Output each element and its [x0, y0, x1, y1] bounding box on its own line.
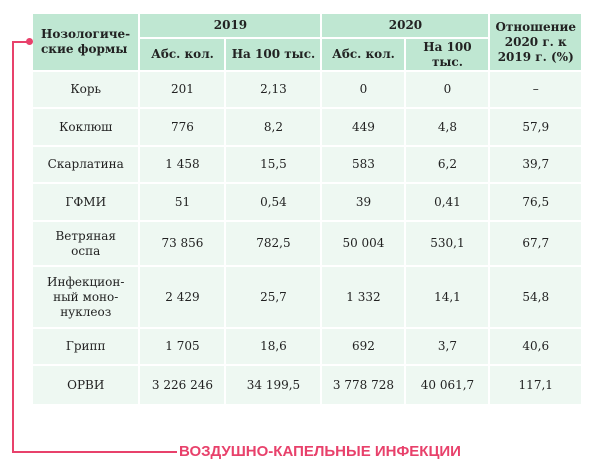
cell-a19: 51 — [140, 184, 225, 220]
header-per100k-2019: На 100 тыс. — [226, 39, 321, 70]
table-row: Коклюш 776 8,2 449 4,8 57,9 — [33, 109, 581, 145]
table-row: ОРВИ 3 226 246 34 199,5 3 778 728 40 061,7 11… — [33, 366, 581, 404]
cell-r: 57,9 — [490, 109, 581, 145]
cell-p20: 0,41 — [406, 184, 489, 220]
cell-p20: 14,1 — [406, 267, 489, 327]
cell-a19: 201 — [140, 72, 225, 107]
cell-a20: 3 778 728 — [322, 366, 405, 404]
cell-r: 117,1 — [490, 366, 581, 404]
table-row: Корь 201 2,13 0 0– — [33, 72, 581, 107]
cell-a20: 583 — [322, 147, 405, 182]
cell-a19: 3 226 246 — [140, 366, 225, 404]
header-2019: 2019 — [140, 14, 321, 37]
cell-r: 67,7 — [490, 222, 581, 265]
cell-name: Инфекцион-ный моно-нуклеоз — [33, 267, 139, 327]
cell-p20: 530,1 — [406, 222, 489, 265]
bracket-line — [12, 41, 28, 43]
table-row: Грипп 1 705 18,6 692 3,7 40,6 — [33, 329, 581, 364]
cell-r: 39,7 — [490, 147, 581, 182]
cell-a19: 776 — [140, 109, 225, 145]
cell-p20: 0 — [406, 72, 489, 107]
cell-r: 40,6 — [490, 329, 581, 364]
cell-a20: 0 — [322, 72, 405, 107]
cell-p19: 18,6 — [226, 329, 321, 364]
cell-name: ГФМИ — [33, 184, 139, 220]
cell-p19: 8,2 — [226, 109, 321, 145]
cell-name: Корь — [33, 72, 139, 107]
header-forms: Нозологиче-ские формы — [33, 14, 139, 70]
cell-a19: 2 429 — [140, 267, 225, 327]
cell-p19: 0,54 — [226, 184, 321, 220]
cell-a20: 1 332 — [322, 267, 405, 327]
table-row: ГФМИ 51 0,54 39 0,41 76,5 — [33, 184, 581, 220]
cell-p20: 40 061,7 — [406, 366, 489, 404]
table-row: Скарлатина 1 458 15,5 583 6,2 39,7 — [33, 147, 581, 182]
cell-p19: 25,7 — [226, 267, 321, 327]
table-row: Инфекцион-ный моно-нуклеоз 2 429 25,7 1 332… — [33, 267, 581, 327]
cell-a20: 39 — [322, 184, 405, 220]
cell-r: 76,5 — [490, 184, 581, 220]
bracket-line — [12, 41, 14, 453]
cell-name: Скарлатина — [33, 147, 139, 182]
header-ratio: Отношение 2020 г. к 2019 г. (%) — [490, 14, 581, 70]
cell-a20: 449 — [322, 109, 405, 145]
cell-p20: 3,7 — [406, 329, 489, 364]
cell-a20: 50 004 — [322, 222, 405, 265]
cell-r: – — [490, 72, 581, 107]
cell-name: ОРВИ — [33, 366, 139, 404]
cell-p19: 2,13 — [226, 72, 321, 107]
cell-p19: 34 199,5 — [226, 366, 321, 404]
cell-p19: 782,5 — [226, 222, 321, 265]
infection-table: Нозологиче-ские формы 2019 2020 Отношени… — [31, 12, 583, 406]
cell-r: 54,8 — [490, 267, 581, 327]
cell-name: Коклюш — [33, 109, 139, 145]
caption: ВОЗДУШНО-КАПЕЛЬНЫЕ ИНФЕКЦИИ — [179, 443, 461, 460]
cell-name: Грипп — [33, 329, 139, 364]
cell-a19: 73 856 — [140, 222, 225, 265]
cell-a20: 692 — [322, 329, 405, 364]
cell-a19: 1 705 — [140, 329, 225, 364]
header-abs-2020: Абс. кол. — [322, 39, 405, 70]
cell-p20: 6,2 — [406, 147, 489, 182]
cell-p19: 15,5 — [226, 147, 321, 182]
table-row: Ветряная оспа 73 856 782,5 50 004 530,1 67,7 — [33, 222, 581, 265]
cell-a19: 1 458 — [140, 147, 225, 182]
cell-p20: 4,8 — [406, 109, 489, 145]
bracket-line — [12, 451, 177, 453]
header-per100k-2020: На 100 тыс. — [406, 39, 489, 70]
header-2020: 2020 — [322, 14, 489, 37]
header-abs-2019: Абс. кол. — [140, 39, 225, 70]
bracket-dot — [26, 38, 33, 45]
cell-name: Ветряная оспа — [33, 222, 139, 265]
